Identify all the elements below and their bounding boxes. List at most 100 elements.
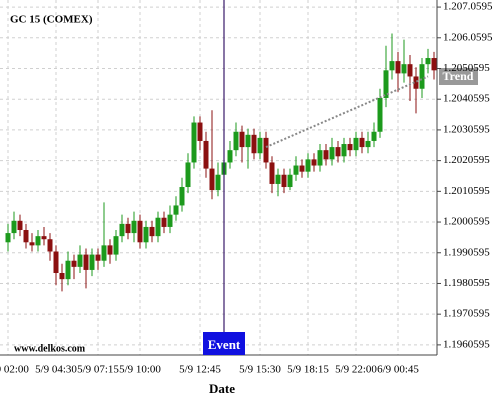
candle-body <box>269 162 275 184</box>
annotations: Event Trend <box>203 0 478 355</box>
x-tick-label: 5/9 07:15 <box>77 364 119 376</box>
candle-body <box>353 137 359 151</box>
candle-body <box>107 245 113 255</box>
trend-label: Trend <box>443 69 474 83</box>
candle-body <box>347 144 353 151</box>
y-tick-label: 1.2030595 <box>443 123 490 135</box>
candle-body <box>149 226 155 237</box>
y-tick-label: 1.2000595 <box>443 216 490 228</box>
candle-body <box>95 254 101 261</box>
x-tick-label: 5/9 04:30 <box>35 364 77 376</box>
y-tick-label: 1.1990595 <box>443 246 490 258</box>
candle-body <box>257 137 263 154</box>
candle-body <box>113 236 119 255</box>
candle-body <box>53 251 59 274</box>
candle-body <box>335 147 341 157</box>
candle-body <box>323 150 329 160</box>
candle-body <box>83 254 89 270</box>
chart-title: GC 15 (COMEX) <box>10 14 93 26</box>
candle-body <box>287 174 293 188</box>
candle-body <box>281 174 287 188</box>
candle-body <box>317 150 323 166</box>
candle-body <box>197 122 203 141</box>
watermark: www.delkos.com <box>14 343 86 354</box>
candle-body <box>173 205 179 215</box>
y-tick-label: 1.2010595 <box>443 185 490 197</box>
candle-body <box>143 226 149 243</box>
candle-body <box>209 168 215 191</box>
x-tick-label: 5/9 10:00 <box>119 364 161 376</box>
event-box <box>203 332 245 355</box>
candle-body <box>17 220 23 231</box>
candle-body <box>131 220 137 234</box>
candle-body <box>359 137 365 148</box>
candle-body <box>239 131 245 148</box>
candle-body <box>389 61 395 71</box>
candle-body <box>137 220 143 243</box>
candle-body <box>383 70 389 98</box>
candle-body <box>329 147 335 160</box>
candle-body <box>365 140 371 148</box>
candle-body <box>191 122 197 163</box>
candle-body <box>311 159 317 166</box>
candle-body <box>245 134 251 148</box>
x-tick-label: 5/9 22:00 <box>335 364 377 376</box>
x-tick-label: 5/9 12:45 <box>179 364 221 376</box>
y-tick-label: 1.1960595 <box>443 338 490 350</box>
candle-body <box>305 159 311 172</box>
candle-body <box>395 61 401 74</box>
candle-body <box>431 58 437 71</box>
candle-body <box>119 223 125 237</box>
candle-body <box>293 165 299 175</box>
candle-body <box>179 187 185 206</box>
trend-box <box>439 68 478 85</box>
y-tick-label: 1.2050595 <box>443 62 490 74</box>
candle-body <box>41 236 47 240</box>
y-tick-label: 1.207.0595 <box>443 1 493 13</box>
candle-body <box>89 254 95 270</box>
y-tick-label: 1.206.0595 <box>443 31 493 43</box>
x-axis-title: Date <box>209 381 235 396</box>
candle-body <box>401 64 407 74</box>
x-tick-label: 5/9 15:30 <box>239 364 281 376</box>
candle-body <box>203 140 209 169</box>
candle-body <box>47 239 53 252</box>
candle-body <box>35 236 41 246</box>
y-tick-label: 1.2040595 <box>443 93 490 105</box>
candle-body <box>101 245 107 261</box>
candle-body <box>419 64 425 89</box>
candle-body <box>371 131 377 141</box>
candle-body <box>233 131 239 151</box>
y-tick-label: 1.1970595 <box>443 308 490 320</box>
candle-body <box>299 165 305 172</box>
candle-body <box>11 220 17 234</box>
y-tick-label: 1.2020595 <box>443 154 490 166</box>
x-tick-label: 6/9 00:45 <box>377 364 419 376</box>
x-tick-label: 5/9 18:15 <box>287 364 329 376</box>
candle-body <box>275 174 281 184</box>
candle-body <box>425 58 431 65</box>
candle-body <box>23 230 29 243</box>
candle-body <box>77 254 83 267</box>
candle-body <box>167 214 173 227</box>
candle-body <box>65 260 71 280</box>
candle-body <box>377 97 383 132</box>
candle-body <box>125 223 131 234</box>
candle-body <box>161 217 167 227</box>
candle-body <box>413 76 419 89</box>
candle-body <box>263 137 269 163</box>
candle-body <box>71 260 77 267</box>
candle-body <box>5 233 11 243</box>
candle-body <box>251 134 257 154</box>
trend-line <box>265 75 429 149</box>
candle-body <box>185 162 191 188</box>
candle-body <box>155 217 161 237</box>
candle-body <box>341 144 347 157</box>
candle-body <box>29 242 35 246</box>
candle-body <box>59 273 65 280</box>
x-tick-label: 5/9 02:00 <box>0 364 29 376</box>
event-label: Event <box>208 337 241 352</box>
candle-body <box>227 150 233 163</box>
